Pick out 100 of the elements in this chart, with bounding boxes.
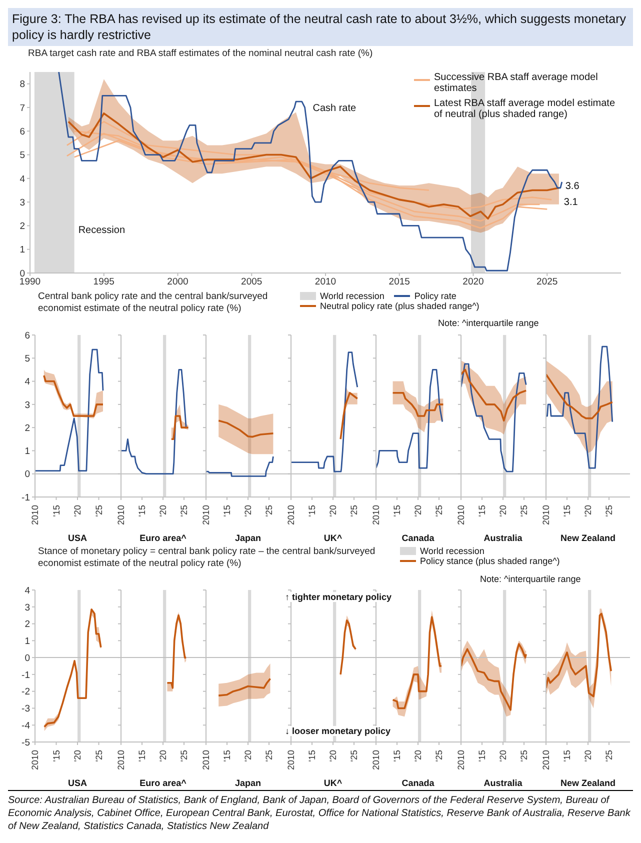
x-tick-label: '25 — [519, 750, 529, 762]
annotation: 3.6 — [565, 180, 580, 192]
y-tick-label: 2 — [24, 422, 30, 434]
y-tick-label: 5 — [20, 150, 25, 162]
x-tick-label: '20 — [328, 505, 338, 517]
x-tick-label: '15 — [222, 750, 232, 762]
x-tick-label: 2015 — [388, 276, 410, 288]
x-tick-label: 2010 — [371, 750, 381, 770]
x-tick-label: '25 — [349, 750, 359, 762]
x-tick-label: 2010 — [541, 750, 551, 770]
chart-title: Figure 3: The RBA has revised up its estimate of the neutral cash rate to about 3½%, which suggests monetary policy is hardly restrictive — [8, 8, 633, 46]
x-tick-label: '20 — [328, 750, 338, 762]
x-axis-title: UK^ — [324, 778, 343, 788]
x-tick-label: '15 — [562, 750, 572, 762]
x-tick-label: '25 — [94, 505, 104, 517]
x-tick-label: '20 — [583, 505, 593, 517]
x-tick-label: 2005 — [241, 276, 262, 288]
annotation: Cash rate — [312, 102, 356, 114]
x-tick-label: 2020 — [462, 276, 484, 288]
x-tick-label: 2010 — [456, 750, 466, 770]
x-axis-title: Euro area^ — [140, 778, 188, 788]
y-tick-label: -5 — [22, 737, 30, 748]
x-tick-label: 2025 — [536, 276, 558, 288]
x-tick-label: 2010 — [116, 505, 126, 526]
x-tick-label: '25 — [349, 505, 359, 517]
x-tick-label: 2010 — [286, 750, 296, 770]
y-tick-label: 7 — [20, 102, 25, 114]
x-axis-title: USA — [68, 778, 88, 788]
band-label: Recession — [78, 225, 126, 236]
y-tick-label: 0 — [24, 469, 30, 480]
text: Central bank policy rate and the central bank/surveyed economist estimate of the neutral policy rate (%) — [38, 291, 269, 315]
legend-label: Successive RBA staff average model estimates — [434, 72, 599, 94]
x-tick-label: 2010 — [30, 750, 40, 770]
x-tick-label: '15 — [137, 750, 147, 762]
legend-label: Latest RBA staff average model estimate of neutral (plus shaded range) — [434, 98, 616, 120]
x-tick-label: '25 — [604, 505, 614, 517]
y-tick-label: 3 — [24, 400, 30, 411]
y-tick-label: 3 — [20, 197, 25, 208]
y-tick-label: 1 — [20, 244, 25, 256]
x-axis-title: Japan — [234, 533, 262, 543]
y-tick-label: 0 — [20, 268, 25, 280]
text: Note: ^interquartile range — [480, 574, 581, 584]
x-tick-label: '20 — [498, 505, 508, 517]
x-tick-label: '25 — [264, 505, 274, 517]
annotation: ↑ tighter monetary policy — [283, 592, 394, 602]
y-tick-label: -3 — [22, 704, 30, 715]
x-tick-label: '25 — [604, 750, 614, 762]
x-tick-label: '25 — [179, 505, 189, 517]
x-tick-label: '15 — [477, 505, 487, 517]
y-tick-label: -1 — [22, 670, 30, 681]
annotation: 3.1 — [564, 197, 578, 208]
x-tick-label: 2010 — [371, 505, 381, 526]
x-tick-label: '25 — [94, 750, 104, 762]
y-tick-label: -1 — [22, 492, 30, 504]
x-axis-title: Australia — [484, 778, 524, 788]
x-tick-label: '15 — [222, 505, 232, 517]
x-tick-label: 2000 — [167, 276, 188, 288]
legend-label: World recession — [320, 291, 384, 301]
x-tick-label: 2010 — [201, 750, 211, 770]
x-tick-label: '15 — [477, 750, 487, 762]
x-tick-label: 1990 — [19, 276, 41, 288]
y-tick-label: 0 — [24, 652, 30, 664]
y-tick-label: 6 — [20, 126, 25, 138]
y-tick-label: 4 — [24, 376, 30, 388]
y-tick-label: 8 — [20, 79, 25, 90]
legend-label: Policy rate — [414, 291, 456, 301]
y-tick-label: -2 — [22, 686, 30, 698]
x-tick-label: '20 — [413, 750, 423, 762]
legend-label: Policy stance (plus shaded range^) — [420, 556, 560, 566]
x-tick-label: '25 — [264, 750, 274, 762]
y-tick-label: 6 — [24, 330, 30, 342]
x-tick-label: '15 — [307, 750, 317, 762]
y-tick-label: 1 — [24, 636, 30, 648]
x-tick-label: '15 — [562, 505, 572, 517]
y-tick-label: 1 — [24, 446, 30, 458]
text: Stance of monetary policy = central bank policy rate – the central bank/surveyed economist estimate of the neutral policy rate (%) — [38, 546, 376, 570]
x-axis-title: UK^ — [324, 533, 343, 543]
y-tick-label: 4 — [24, 585, 30, 596]
x-tick-label: 2010 — [286, 505, 296, 526]
x-axis-title: Australia — [484, 533, 524, 543]
y-tick-label: 4 — [20, 174, 25, 185]
x-tick-label: 2010 — [201, 505, 211, 526]
text: Note: ^interquartile range — [438, 318, 539, 328]
x-axis-title: Euro area^ — [140, 533, 188, 543]
x-tick-label: 2010 — [30, 505, 40, 526]
x-tick-label: '15 — [392, 505, 402, 517]
x-tick-label: '20 — [72, 750, 82, 762]
x-tick-label: 2010 — [314, 276, 336, 288]
x-tick-label: '20 — [243, 505, 253, 517]
y-tick-label: 2 — [24, 619, 30, 630]
source-note: Source: Australian Bureau of Statistics, Bank of England, Bank of Japan, Board of Governors of the Federal Reserve System, Bureau of Economic Analysis, Cabinet Office, European Central Bank, Eurostat, Office for National Statistics, Reserve Bank of Australia, Reserve Bank of New Zealand, Statistics Canada, Statistics New Zealand — [8, 790, 633, 833]
y-tick-label: 3 — [24, 602, 30, 614]
x-axis-title: Canada — [402, 778, 436, 788]
x-tick-label: '20 — [498, 750, 508, 762]
x-tick-label: '25 — [434, 505, 444, 517]
x-tick-label: '15 — [392, 750, 402, 762]
y-tick-label: 2 — [20, 221, 25, 232]
x-tick-label: 1995 — [93, 276, 114, 288]
y-tick-label: 5 — [24, 354, 30, 365]
x-tick-label: '20 — [158, 505, 168, 517]
